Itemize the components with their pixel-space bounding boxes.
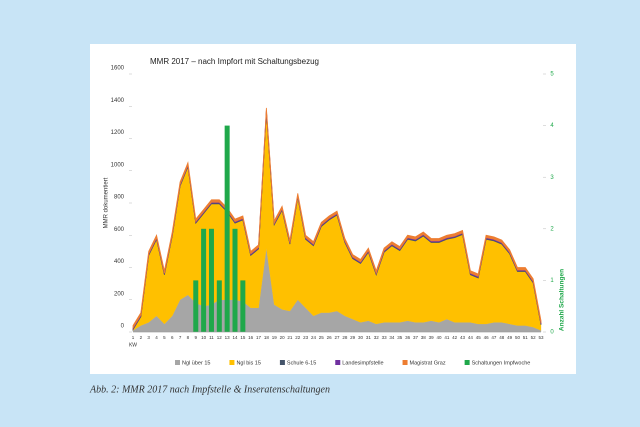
x-tick-label: 4 (155, 335, 158, 340)
x-tick-label: 53 (538, 335, 544, 340)
y-tick-label: 1200 (111, 130, 125, 136)
x-tick-label: 15 (240, 335, 246, 340)
x-tick-label: 14 (232, 335, 238, 340)
bar (201, 228, 207, 332)
x-tick-label: 52 (531, 335, 537, 340)
x-tick-label: 32 (374, 335, 380, 340)
x-tick-label: 17 (256, 335, 262, 340)
legend-swatch (229, 360, 235, 365)
y2-tick-label: 0 (550, 330, 554, 336)
y-tick-label: 200 (114, 291, 125, 297)
bar (193, 280, 199, 332)
x-tick-label: 45 (476, 335, 482, 340)
x-tick-label: 40 (436, 335, 442, 340)
y-tick-label: 1600 (111, 66, 125, 72)
x-tick-label: 51 (523, 335, 529, 340)
y-tick-label: 0 (121, 324, 125, 330)
bar (224, 125, 230, 332)
x-tick-label: 19 (272, 335, 278, 340)
legend-label: Magistrat Graz (410, 360, 446, 366)
chart-title: MMR 2017 – nach Impfort mit Schaltungsbe… (150, 57, 319, 66)
x-tick-label: 18 (264, 335, 270, 340)
y-tick-label: 400 (114, 259, 125, 265)
x-tick-label: 50 (515, 335, 521, 340)
legend-swatch (175, 360, 180, 365)
y-tick-label: 600 (114, 227, 125, 233)
x-tick-label: 16 (248, 335, 254, 340)
x-tick-label: 28 (342, 335, 348, 340)
x-tick-label: 41 (444, 335, 450, 340)
x-tick-label: 13 (225, 335, 231, 340)
y2-tick-label: 2 (550, 226, 554, 232)
x-tick-label: 39 (429, 335, 435, 340)
bar (232, 228, 238, 332)
x-tick-label: 48 (499, 335, 505, 340)
y2-tick-label: 5 (550, 72, 554, 78)
x-tick-label: 9 (195, 335, 198, 340)
x-tick-label: 12 (217, 335, 223, 340)
x-tick-label: 1 (132, 335, 135, 340)
x-tick-label: 44 (468, 335, 474, 340)
x-tick-label: 34 (389, 335, 395, 340)
x-tick-label: 8 (187, 335, 190, 340)
x-tick-label: 31 (366, 335, 372, 340)
x-tick-label: 11 (209, 335, 214, 340)
x-tick-label: 33 (382, 335, 388, 340)
x-tick-label: 29 (350, 335, 356, 340)
legend-label: Schule 6-15 (287, 360, 316, 366)
x-tick-label: 22 (295, 335, 301, 340)
legend-swatch (402, 360, 408, 365)
x-tick-label: 5 (163, 335, 166, 340)
area (132, 107, 542, 330)
caption: Abb. 2: MMR 2017 nach Impfstelle & Inser… (89, 384, 330, 395)
bar (240, 280, 246, 332)
legend-label: Landesimpfstelle (342, 360, 383, 366)
x-tick-label: 47 (491, 335, 497, 340)
y2-tick-label: 3 (550, 175, 554, 181)
x-tick-label: 46 (484, 335, 490, 340)
x-tick-label: 21 (287, 335, 293, 340)
x-tick-label: 36 (405, 335, 411, 340)
legend-swatch (279, 360, 285, 365)
x-axis-label: KW (129, 342, 137, 348)
y-tick-label: 1000 (111, 162, 125, 168)
x-tick-label: 24 (311, 335, 317, 340)
legend-label: Schaltungen Impfwoche (472, 360, 531, 366)
x-tick-label: 6 (171, 335, 174, 340)
x-tick-label: 2 (140, 335, 143, 340)
legend-label: Ngl über 15 (182, 360, 210, 366)
x-tick-label: 42 (452, 335, 458, 340)
legend-swatch (335, 360, 341, 365)
x-tick-label: 43 (460, 335, 466, 340)
x-tick-label: 49 (507, 335, 513, 340)
x-tick-label: 37 (413, 335, 419, 340)
bar (216, 280, 222, 332)
x-tick-label: 38 (421, 335, 427, 340)
x-tick-label: 27 (334, 335, 340, 340)
x-tick-label: 35 (397, 335, 403, 340)
x-tick-label: 26 (327, 335, 333, 340)
x-tick-label: 3 (147, 335, 150, 340)
legend-swatch (464, 360, 470, 365)
x-tick-label: 23 (303, 335, 309, 340)
x-tick-label: 25 (319, 335, 325, 340)
x-tick-label: 10 (201, 335, 207, 340)
legend-label: Ngl bis 15 (236, 360, 260, 366)
x-tick-label: 20 (280, 335, 286, 340)
x-tick-label: 30 (358, 335, 364, 340)
y-tick-label: 1400 (111, 98, 125, 104)
x-tick-label: 7 (179, 335, 182, 340)
y-axis-label: MMR dokumentiert (104, 177, 110, 228)
y-tick-label: 800 (114, 195, 125, 201)
y2-tick-label: 4 (550, 123, 554, 129)
bar (208, 228, 214, 332)
y2-axis-label: Anzahl Schaltungen (559, 269, 566, 331)
y2-tick-label: 1 (550, 278, 554, 284)
